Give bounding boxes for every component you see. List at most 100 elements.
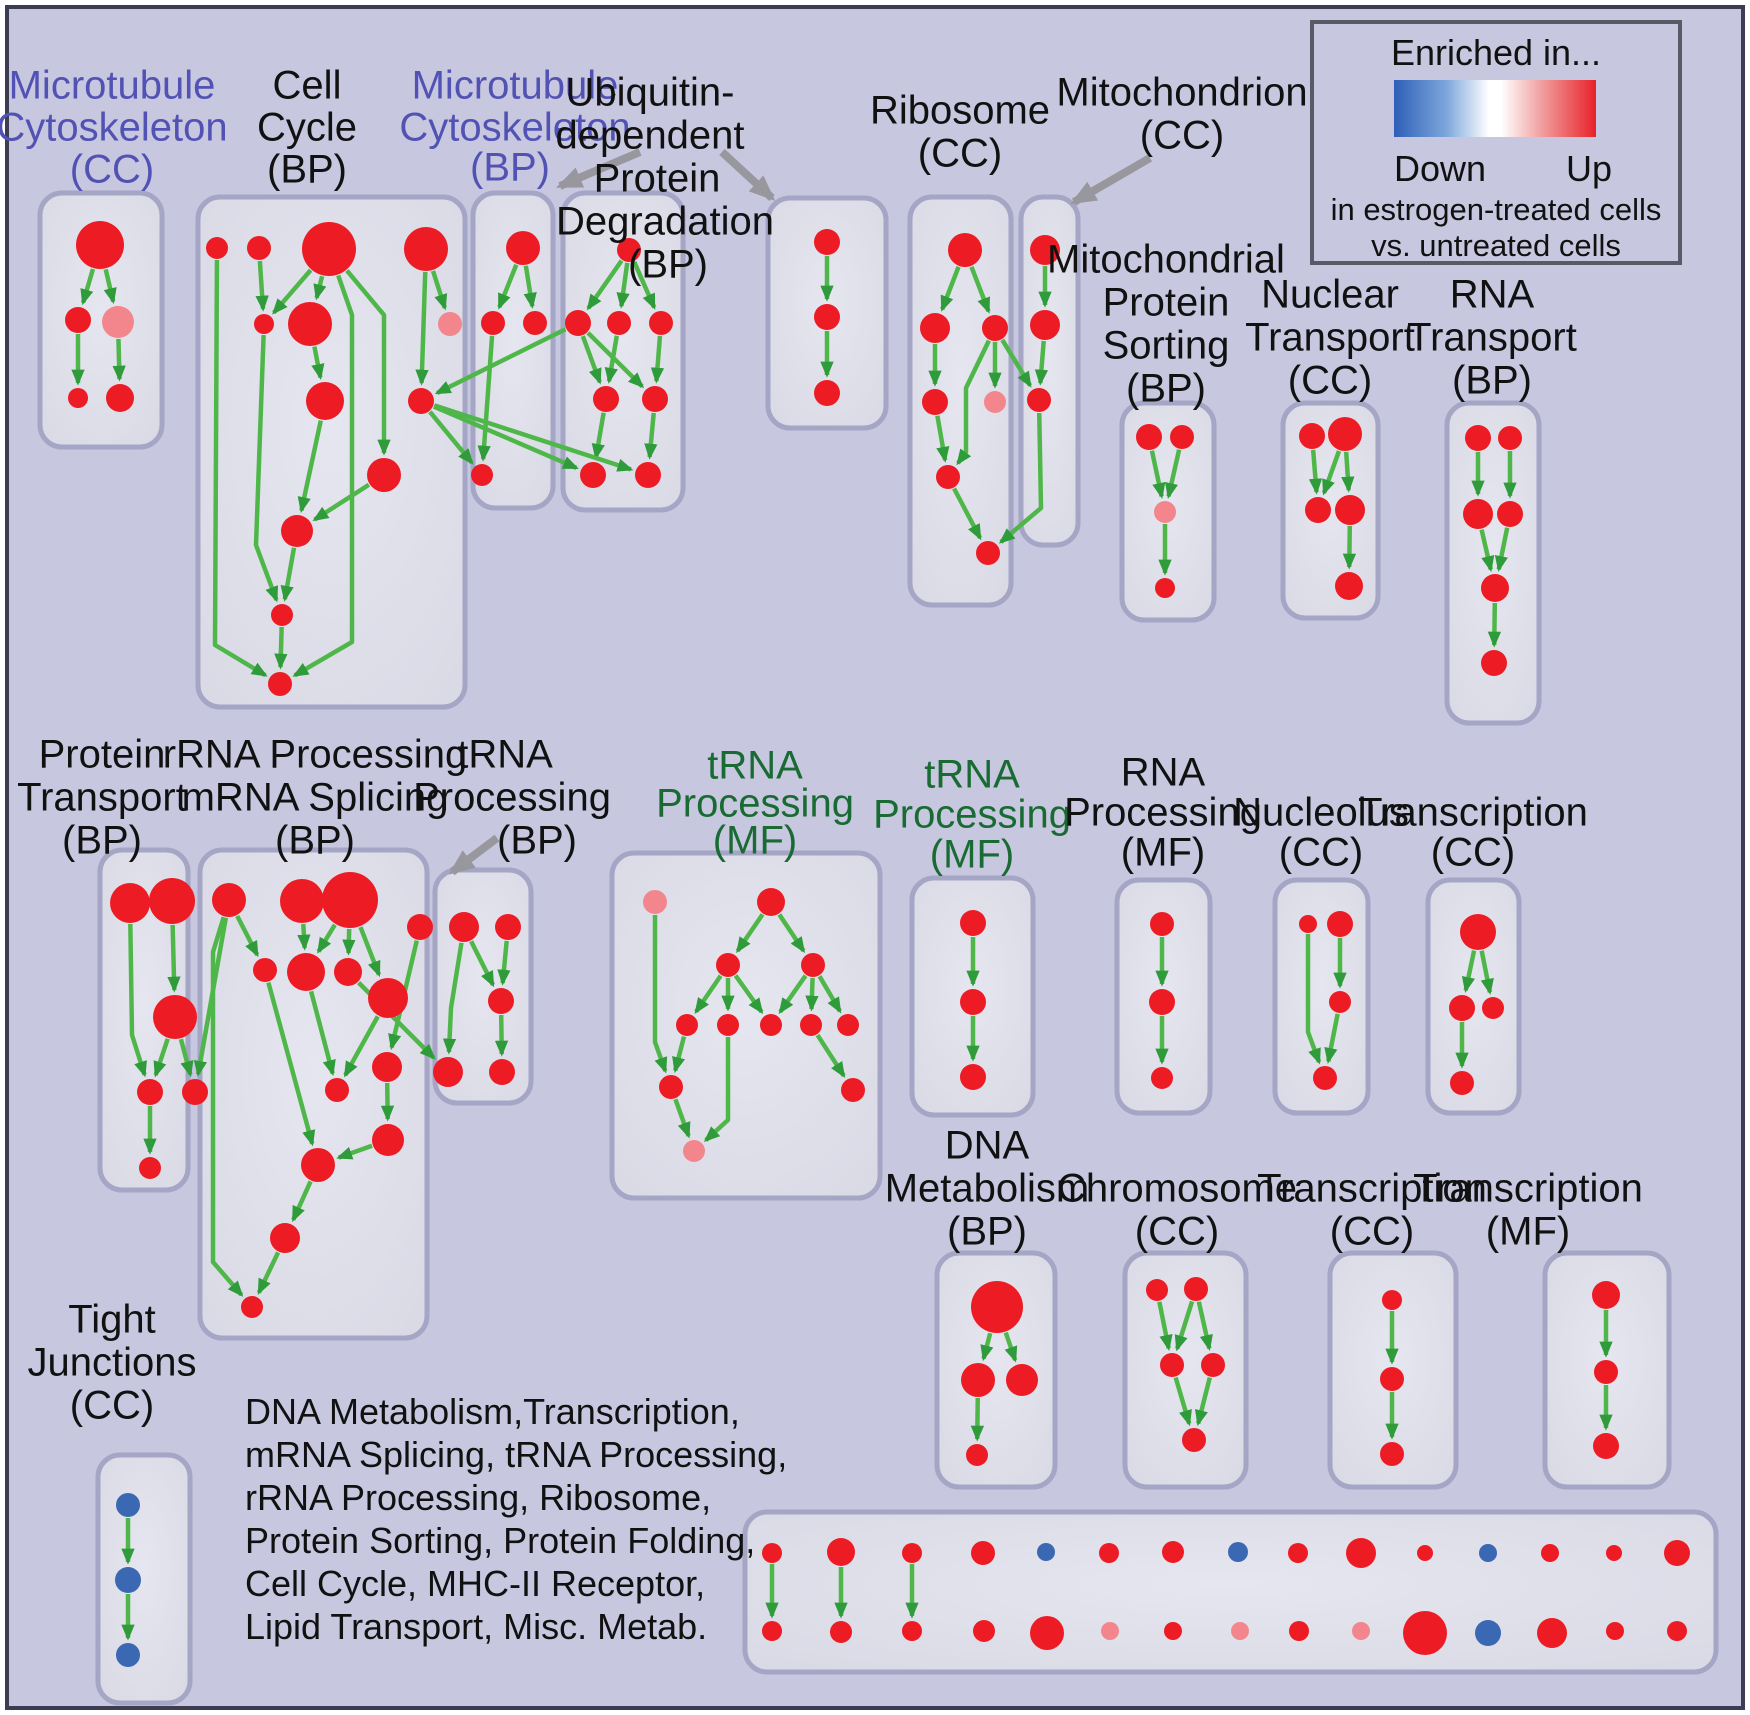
go-term-node-mc4 — [68, 388, 88, 408]
edge-ra2-rx1 — [266, 981, 316, 1147]
go-term-node-s2 — [1170, 425, 1194, 449]
cluster-label-mito-protein-sorting: (BP) — [1126, 367, 1206, 411]
go-term-node-rt6 — [1481, 650, 1507, 676]
edge-ccC-ccJ — [345, 269, 391, 456]
go-term-node-pt3 — [153, 995, 197, 1039]
edge-m3-r7 — [998, 412, 1044, 544]
ubiquitin-label-arrow-left — [556, 148, 642, 190]
cluster-label-ubiquitin-1: Ubiquitin- — [566, 71, 735, 115]
cluster-label-trna-mf-large: Processing — [656, 782, 854, 826]
go-term-node-rt1 — [1465, 425, 1491, 451]
cluster-label-ubiquitin-1: dependent — [555, 114, 744, 158]
go-term-node-h4 — [1201, 1353, 1225, 1377]
cluster-label-rna-processing-mf: Processing — [1064, 791, 1262, 835]
go-term-node-rx1 — [301, 1148, 335, 1182]
go-term-node-h3 — [1160, 1353, 1184, 1377]
cluster-label-nuclear-transport: Transport — [1245, 316, 1415, 360]
cluster-label-cell-cycle: Cycle — [257, 106, 357, 150]
cluster-label-protein-transport: Transport — [17, 776, 187, 820]
go-term-node-z4 — [1450, 1071, 1474, 1095]
edge-h2-h3 — [1174, 1300, 1195, 1352]
edge-nt2-nt4 — [1341, 451, 1355, 493]
edge-ra-rx3 — [210, 916, 244, 1297]
edge-pt3-pt4 — [153, 1038, 170, 1078]
edge-ccI-u6 — [432, 404, 579, 470]
misc-note-line: Cell Cycle, MHC-II Receptor, — [245, 1563, 706, 1604]
cluster-label-rrna-mrna: rRNA Processing — [163, 733, 468, 777]
edge-ra-ra2 — [235, 914, 260, 958]
go-term-node-ra — [212, 883, 246, 917]
go-term-node-nt1 — [1299, 423, 1325, 449]
go-term-node-wb04 — [973, 1620, 995, 1642]
go-term-node-rc4 — [372, 1124, 404, 1156]
go-term-node-nt2 — [1328, 417, 1362, 451]
edge-qg-qh — [673, 1098, 691, 1139]
go-term-node-nt4 — [1335, 495, 1365, 525]
cluster-label-trna-mf-large: tRNA — [707, 744, 803, 788]
cluster-label-dna-metabolism: DNA — [945, 1124, 1030, 1168]
go-term-node-rb3 — [372, 1052, 402, 1082]
cluster-label-rna-transport: Transport — [1407, 316, 1577, 360]
edge-rt5-rt6 — [1487, 602, 1502, 648]
go-term-node-mc2 — [65, 307, 91, 333]
legend-condition-line1: in estrogen-treated cells — [1330, 192, 1662, 227]
edge-ccM-ccN — [274, 626, 288, 670]
go-term-node-s1 — [1136, 424, 1162, 450]
go-term-node-nt5 — [1335, 572, 1363, 600]
go-term-node-wt11 — [1417, 1545, 1433, 1561]
go-term-node-h2 — [1184, 1277, 1208, 1301]
cluster-box-mc-cc — [37, 190, 165, 450]
cluster-label-mito-protein-sorting: Sorting — [1103, 324, 1230, 368]
cluster-label-mc-bp: Cytoskeleton — [399, 106, 630, 150]
cluster-label-dna-metabolism: (BP) — [947, 1210, 1027, 1254]
edge-ccD-ccI — [415, 271, 429, 386]
go-term-node-rc2 — [334, 958, 362, 986]
go-term-node-v3 — [814, 380, 840, 406]
edge-mc1-mc3 — [103, 268, 117, 305]
edge-h4-h5 — [1194, 1377, 1212, 1427]
go-term-node-v1 — [814, 229, 840, 255]
cluster-box-chromosome — [1122, 1250, 1249, 1490]
edge-rt4-rt5 — [1494, 527, 1510, 572]
edge-pt2-pt3 — [167, 924, 181, 993]
go-term-node-z2 — [1449, 995, 1475, 1021]
go-term-node-u7 — [635, 462, 661, 488]
go-term-node-y2 — [1327, 911, 1353, 937]
edge-q0-qg — [652, 915, 668, 1074]
edge-q1-qr — [777, 913, 806, 954]
cluster-label-rrna-mrna: mRNA Splicing — [182, 776, 449, 820]
cluster-label-trna-bp: (BP) — [497, 819, 577, 863]
go-term-node-h5 — [1182, 1428, 1206, 1452]
edge-q1-ql — [735, 913, 765, 954]
go-term-node-wt05 — [1037, 1543, 1055, 1561]
go-term-node-rb — [280, 879, 324, 923]
edge-rb-rb2 — [297, 923, 311, 951]
go-term-node-rd — [407, 914, 433, 940]
edge-u1-u5 — [586, 331, 645, 389]
go-term-node-qd — [800, 1014, 822, 1036]
go-term-node-r4 — [922, 389, 948, 415]
cluster-label-trna-bp: Processing — [413, 776, 611, 820]
go-term-node-tb3 — [488, 988, 514, 1014]
misc-note-line: Lipid Transport, Misc. Metab. — [245, 1606, 708, 1647]
go-term-node-wb01 — [762, 1621, 782, 1641]
edge-tb2-tb3 — [497, 940, 511, 986]
go-term-node-ccD — [404, 227, 448, 271]
go-term-node-wb03 — [902, 1621, 922, 1641]
go-term-node-s4 — [1155, 578, 1175, 598]
go-term-node-tb4 — [433, 1057, 463, 1087]
go-term-node-pt6 — [139, 1157, 161, 1179]
legend-up-label: Up — [1565, 148, 1612, 189]
go-term-node-mb1 — [506, 231, 540, 265]
go-term-node-wb10 — [1352, 1622, 1370, 1640]
edge-nt4-nt5 — [1342, 525, 1357, 570]
edge-d1-d3 — [1003, 1331, 1018, 1363]
go-term-node-f1 — [1592, 1281, 1620, 1309]
edge-rb2-ra3 — [308, 990, 336, 1077]
go-term-node-pt5 — [182, 1079, 208, 1105]
go-term-node-rt2 — [1498, 426, 1522, 450]
edge-u0-u1 — [586, 259, 624, 311]
edge-d1-d2 — [980, 1332, 994, 1362]
go-term-node-e3 — [1380, 1442, 1404, 1466]
go-term-node-pt4 — [137, 1079, 163, 1105]
